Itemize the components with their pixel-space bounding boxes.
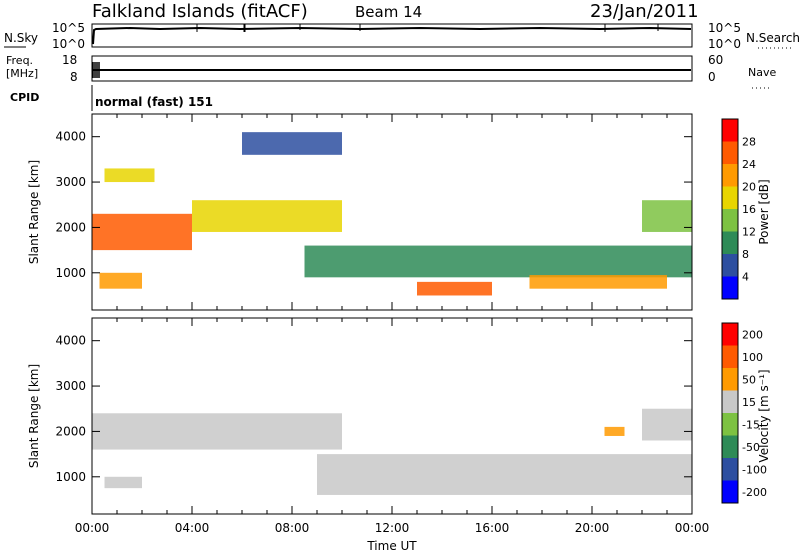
velocity-colorbar-tick-label: -200 xyxy=(742,486,767,499)
power-region-4 xyxy=(242,132,342,155)
velocity-colorbar-swatch xyxy=(722,323,738,346)
noise-panel: N.Sky 10^5 10^0 10^5 10^0 N.Search xyxy=(4,21,800,51)
power-y-tick-label: 1000 xyxy=(55,266,86,280)
velocity-colorbar-swatch xyxy=(722,435,738,458)
velocity-y-ticks: 1000 2000 3000 4000 xyxy=(55,334,692,484)
power-colorbar-tick-label: 24 xyxy=(742,158,756,171)
nsearch-label: N.Search xyxy=(746,31,800,45)
velocity-y-tick-label: 2000 xyxy=(55,424,86,438)
cpid-row: CPID normal (fast) 151 xyxy=(10,85,213,111)
power-region-6 xyxy=(417,281,492,296)
power-y-tick-label: 3000 xyxy=(55,175,86,189)
power-colorbar-label: Power [dB] xyxy=(757,179,771,244)
x-tick-label: 12:00 xyxy=(375,521,410,535)
velocity-y-tick-label: 4000 xyxy=(55,334,86,348)
freq-tick-low: 8 xyxy=(70,70,78,84)
power-colorbar-tick-label: 16 xyxy=(742,203,756,216)
date-label: 23/Jan/2011 xyxy=(590,1,699,22)
power-colorbar-swatch xyxy=(722,276,738,299)
power-colorbar-tick-label: 8 xyxy=(742,248,749,261)
noise-tick-low-left: 10^0 xyxy=(52,37,85,51)
power-region-3 xyxy=(192,200,342,232)
power-colorbar-swatch xyxy=(722,186,738,209)
velocity-colorbar-tick-label: 100 xyxy=(742,351,763,364)
velocity-region-4 xyxy=(642,408,692,441)
velocity-colorbar-tick-label: -15 xyxy=(742,418,760,431)
power-colorbar-swatch xyxy=(722,231,738,254)
x-tick-label: 00:00 xyxy=(675,521,710,535)
velocity-y-axis-label: Slant Range [km] xyxy=(27,364,41,468)
x-tick-label: 16:00 xyxy=(475,521,510,535)
velocity-region-3 xyxy=(604,426,625,436)
nave-tick-high: 60 xyxy=(708,53,723,67)
power-colorbar-tick-label: 20 xyxy=(742,181,756,194)
nave-label: Nave xyxy=(748,66,776,79)
power-colorbar-frame xyxy=(721,118,739,300)
velocity-data xyxy=(92,408,692,495)
velocity-colorbar-swatch xyxy=(722,368,738,391)
nave-tick-low: 0 xyxy=(708,70,716,84)
velocity-panel: 1000 2000 3000 4000 00:00 04:00 08:00 12:00 16:… xyxy=(27,317,771,553)
velocity-colorbar: 200 100 50 15 -15 -50 -100 -200 xyxy=(721,322,767,504)
x-tick-label: 00:00 xyxy=(75,521,110,535)
cpid-label: CPID xyxy=(10,91,39,104)
velocity-colorbar-frame xyxy=(721,322,739,504)
nsky-label: N.Sky xyxy=(4,31,38,45)
power-colorbar-swatch xyxy=(722,209,738,232)
cpid-value: normal (fast) 151 xyxy=(95,95,213,109)
velocity-x-ticks: 00:00 04:00 08:00 12:00 16:00 20:00 00:00 xyxy=(75,318,710,535)
station-title: Falkland Islands (fitACF) xyxy=(92,1,308,22)
velocity-colorbar-swatch xyxy=(722,458,738,481)
velocity-colorbar-tick-label: -100 xyxy=(742,463,767,476)
power-panel: 1000 2000 3000 4000 Slant Range [km] 4 8 12 16… xyxy=(27,113,771,311)
velocity-colorbar-tick-label: 15 xyxy=(742,396,756,409)
noise-tick-high-right: 10^5 xyxy=(708,21,741,35)
power-y-axis-label: Slant Range [km] xyxy=(27,160,41,264)
frequency-panel: Freq. [MHz] 18 8 60 0 Nave xyxy=(6,53,776,89)
power-colorbar-tick-label: 28 xyxy=(742,136,756,149)
velocity-colorbar-label: Velocity [m s⁻¹] xyxy=(757,369,771,462)
freq-tick-high: 18 xyxy=(62,53,77,67)
freq-label-2: [MHz] xyxy=(6,67,38,80)
power-y-ticks: 1000 2000 3000 4000 xyxy=(55,130,692,280)
power-y-tick-label: 4000 xyxy=(55,130,86,144)
noise-tick-low-right: 10^0 xyxy=(708,37,741,51)
x-tick-label: 20:00 xyxy=(575,521,610,535)
power-region-5 xyxy=(304,245,692,278)
x-tick-label: 04:00 xyxy=(175,521,210,535)
velocity-region-2 xyxy=(317,454,692,495)
power-colorbar-tick-label: 4 xyxy=(742,271,749,284)
velocity-region-0 xyxy=(92,413,342,450)
velocity-colorbar-tick-label: 50 xyxy=(742,373,756,386)
power-region-8 xyxy=(642,200,692,232)
power-colorbar-swatch xyxy=(722,164,738,187)
freq-label-1: Freq. xyxy=(6,54,33,67)
power-region-7 xyxy=(529,275,667,289)
power-data xyxy=(92,132,692,296)
power-colorbar-swatch xyxy=(722,119,738,142)
x-tick-label: 08:00 xyxy=(275,521,310,535)
velocity-colorbar-swatch xyxy=(722,390,738,413)
power-colorbar-swatch xyxy=(722,141,738,164)
velocity-colorbar-swatch xyxy=(722,413,738,436)
power-region-0 xyxy=(92,213,192,251)
power-colorbar: 4 8 12 16 20 24 28 xyxy=(721,118,756,300)
power-colorbar-swatch xyxy=(722,254,738,277)
x-axis-label: Time UT xyxy=(366,539,417,553)
velocity-colorbar-tick-label: -50 xyxy=(742,441,760,454)
velocity-colorbar-tick-label: 200 xyxy=(742,328,763,341)
velocity-y-tick-label: 3000 xyxy=(55,379,86,393)
power-region-1 xyxy=(99,272,142,289)
velocity-colorbar-swatch xyxy=(722,480,738,503)
velocity-y-tick-label: 1000 xyxy=(55,470,86,484)
power-x-ticks xyxy=(91,114,693,310)
power-y-tick-label: 2000 xyxy=(55,220,86,234)
power-region-2 xyxy=(104,168,155,183)
power-colorbar-tick-label: 12 xyxy=(742,226,756,239)
velocity-region-1 xyxy=(104,476,142,489)
beam-label: Beam 14 xyxy=(355,3,422,21)
velocity-colorbar-swatch xyxy=(722,345,738,368)
noise-tick-high-left: 10^5 xyxy=(52,21,85,35)
